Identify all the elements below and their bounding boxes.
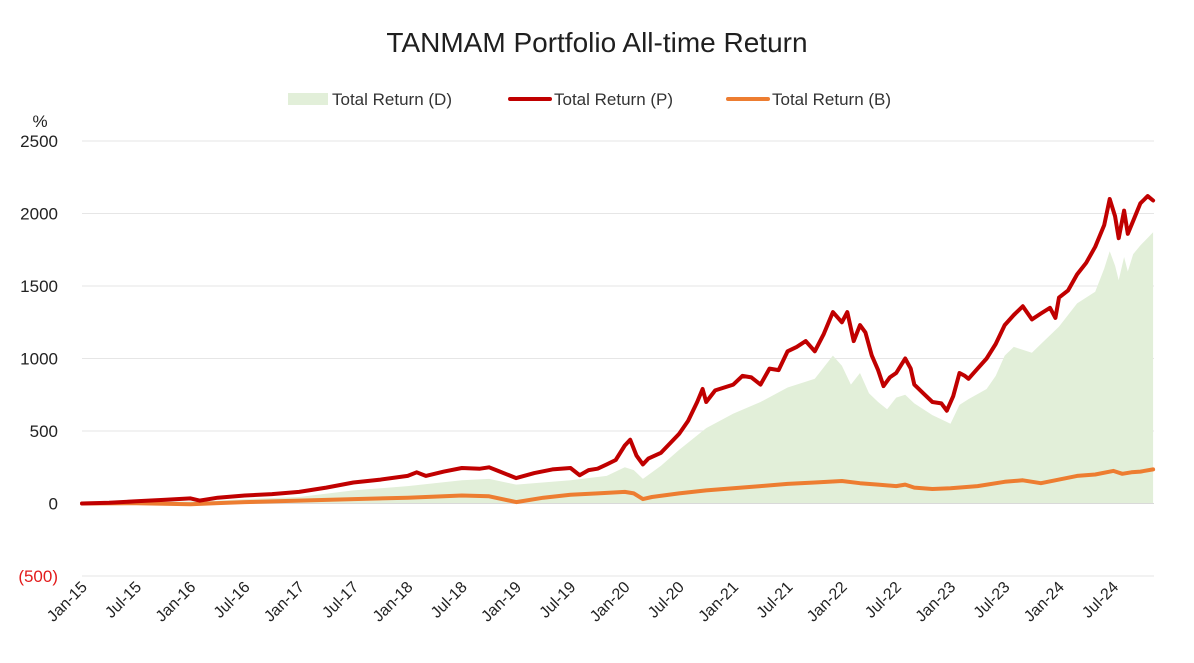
y-tick-label: (500) [18,567,58,586]
x-tick-label: Jul-15 [102,579,145,622]
legend-label: Total Return (D) [332,90,452,109]
chart-title: TANMAM Portfolio All-time Return [386,27,807,58]
x-tick-label: Jul-17 [319,579,362,622]
x-tick-label: Jul-21 [754,579,797,622]
x-tick-label: Jul-22 [862,579,905,622]
legend: Total Return (D) Total Return (P) Total Re… [288,90,891,109]
legend-item-total-return-b: Total Return (B) [726,90,891,109]
x-tick-label: Jan-23 [913,579,960,626]
plot-area [80,194,1156,507]
x-tick-label: Jul-19 [536,579,579,622]
y-tick-label: 2000 [20,205,58,224]
series-line-total-return-p [80,194,1156,506]
legend-item-total-return-d: Total Return (D) [288,90,452,109]
x-tick-label: Jan-18 [370,579,417,626]
x-tick-label: Jan-20 [587,579,634,626]
legend-swatch [288,93,328,105]
x-tick-label: Jan-21 [696,579,743,626]
y-tick-labels: 2500 2000 1500 1000 500 0 (500) [18,132,58,586]
x-tick-labels: Jan-15 Jul-15 Jan-16 Jul-16 Jan-17 Jul-17 Jan-… [44,579,1122,626]
y-tick-label: 2500 [20,132,58,151]
y-tick-label: 500 [30,422,58,441]
x-tick-label: Jul-23 [971,579,1014,622]
x-tick-label: Jan-16 [153,579,200,626]
x-tick-label: Jan-24 [1021,579,1068,626]
x-tick-label: Jul-18 [428,579,471,622]
y-tick-label: 1000 [20,350,58,369]
x-tick-label: Jan-19 [478,579,525,626]
series-line-total-return-b [80,467,1156,507]
x-tick-label: Jul-16 [211,579,254,622]
series-area-total-return-d [82,232,1154,504]
y-tick-label: 1500 [20,277,58,296]
y-axis-unit-label: % [32,112,47,131]
gridlines [82,140,1154,577]
legend-label: Total Return (P) [554,90,673,109]
legend-item-total-return-p: Total Return (P) [508,90,673,109]
x-tick-label: Jan-22 [804,579,851,626]
x-tick-label: Jul-20 [645,579,688,622]
y-tick-label: 0 [49,495,58,514]
x-tick-label: Jan-17 [261,579,308,626]
x-tick-label: Jul-24 [1079,579,1122,622]
legend-label: Total Return (B) [772,90,891,109]
